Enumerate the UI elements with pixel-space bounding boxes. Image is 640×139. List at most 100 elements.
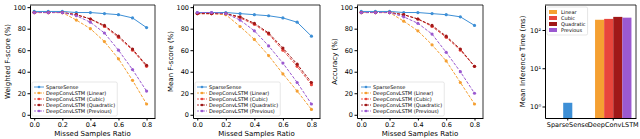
legend-entry: DeepConvLSTM (Previous) — [197, 108, 275, 115]
legend-marker — [365, 110, 368, 113]
point — [33, 11, 36, 14]
point — [473, 65, 476, 68]
tick-label: 0 — [22, 111, 26, 119]
point — [117, 35, 120, 38]
tick-label: 20 — [181, 90, 189, 98]
point — [310, 102, 313, 105]
y-axis: 020406080100 — [177, 4, 194, 120]
tick: 100 — [14, 4, 30, 12]
tick-mark — [28, 115, 31, 116]
tick: 80 — [181, 25, 193, 33]
legend-swatch — [197, 93, 207, 94]
y-axis-title: Weighted F-score (%) — [4, 24, 12, 99]
point — [47, 11, 50, 14]
point — [445, 35, 448, 38]
tick-label: DeepConvLSTM — [588, 121, 639, 129]
legend: SparseSenseDeepConvLSTM (Linear)DeepConv… — [359, 82, 444, 116]
point — [402, 15, 405, 18]
tick: 100 — [341, 4, 357, 12]
point — [388, 11, 391, 14]
point — [131, 48, 134, 51]
tick-label: 0.0 — [30, 121, 40, 129]
x-axis-title: Missed Samples Ratio — [218, 130, 294, 138]
bar — [595, 20, 604, 118]
point — [224, 12, 227, 15]
point — [459, 48, 462, 51]
x-axis-line — [546, 118, 637, 119]
tick: 20 — [345, 90, 357, 98]
point — [196, 11, 199, 14]
point — [445, 51, 448, 54]
series-line — [197, 13, 311, 37]
chart: 0.00.20.40.60.8020406080100Missed Sample… — [331, 4, 484, 138]
x-axis-title: Missed Samples Ratio — [54, 130, 130, 138]
tick-mark — [28, 93, 31, 94]
point — [253, 13, 256, 16]
tick-label: 0.0 — [193, 121, 203, 129]
point — [89, 27, 92, 30]
tick-mark — [191, 93, 194, 94]
legend-swatch — [197, 87, 207, 88]
tick: 60 — [18, 47, 30, 55]
tick-mark — [355, 7, 358, 8]
point — [430, 12, 433, 15]
x-axis-line — [358, 118, 484, 119]
tick-label: 0.2 — [58, 121, 68, 129]
tick-label: 0.8 — [142, 121, 152, 129]
tick-label: 0.8 — [307, 121, 317, 129]
point — [402, 20, 405, 23]
point — [267, 14, 270, 17]
tick-label: 40 — [181, 68, 189, 76]
point — [103, 12, 106, 15]
tick-mark — [543, 68, 546, 69]
point — [310, 35, 313, 38]
tick-label: 10¹ — [530, 65, 541, 73]
point — [374, 11, 377, 14]
tick-label: 40 — [18, 68, 26, 76]
point — [61, 11, 64, 14]
point — [103, 24, 106, 27]
point — [281, 46, 284, 49]
point — [459, 70, 462, 73]
plot-area — [33, 10, 149, 106]
tick-label: 80 — [181, 25, 189, 33]
point — [360, 11, 363, 14]
tick-label: 100 — [341, 4, 353, 12]
tick-label: 80 — [18, 25, 26, 33]
tick: 40 — [18, 68, 30, 76]
point — [388, 11, 391, 14]
tick: 10⁰ — [530, 103, 545, 111]
point — [196, 11, 199, 14]
point — [145, 89, 148, 92]
frame-top — [30, 5, 155, 6]
y-axis-line — [357, 6, 358, 119]
series-line — [34, 11, 146, 27]
point — [47, 11, 50, 14]
plot-area — [360, 10, 476, 106]
tick: 20 — [181, 90, 193, 98]
point — [210, 11, 213, 14]
point — [459, 15, 462, 18]
y-axis: 020406080100 — [341, 4, 358, 120]
frame-right — [636, 5, 637, 118]
point — [310, 81, 313, 84]
legend-marker — [365, 86, 368, 89]
legend-label: DeepConvLSTM (Previous) — [209, 108, 275, 115]
tick-label: 40 — [345, 68, 353, 76]
legend: SparseSenseDeepConvLSTM (Linear)DeepConv… — [32, 82, 117, 116]
series-line — [197, 13, 311, 104]
tick: 40 — [181, 68, 193, 76]
y-axis-title: Mean F-score (%) — [167, 31, 175, 92]
tick-mark — [191, 7, 194, 8]
x-axis-title: Missed Samples Ratio — [382, 130, 458, 138]
point — [267, 44, 270, 47]
tick: 0 — [22, 111, 30, 119]
tick: DeepConvLSTM — [588, 118, 639, 129]
point — [296, 89, 299, 92]
tick-label: 0.2 — [221, 121, 231, 129]
point — [253, 29, 256, 32]
legend-box — [32, 82, 117, 116]
tick-label: SparseSense — [547, 121, 589, 129]
legend-swatch — [34, 99, 44, 100]
point — [473, 102, 476, 105]
